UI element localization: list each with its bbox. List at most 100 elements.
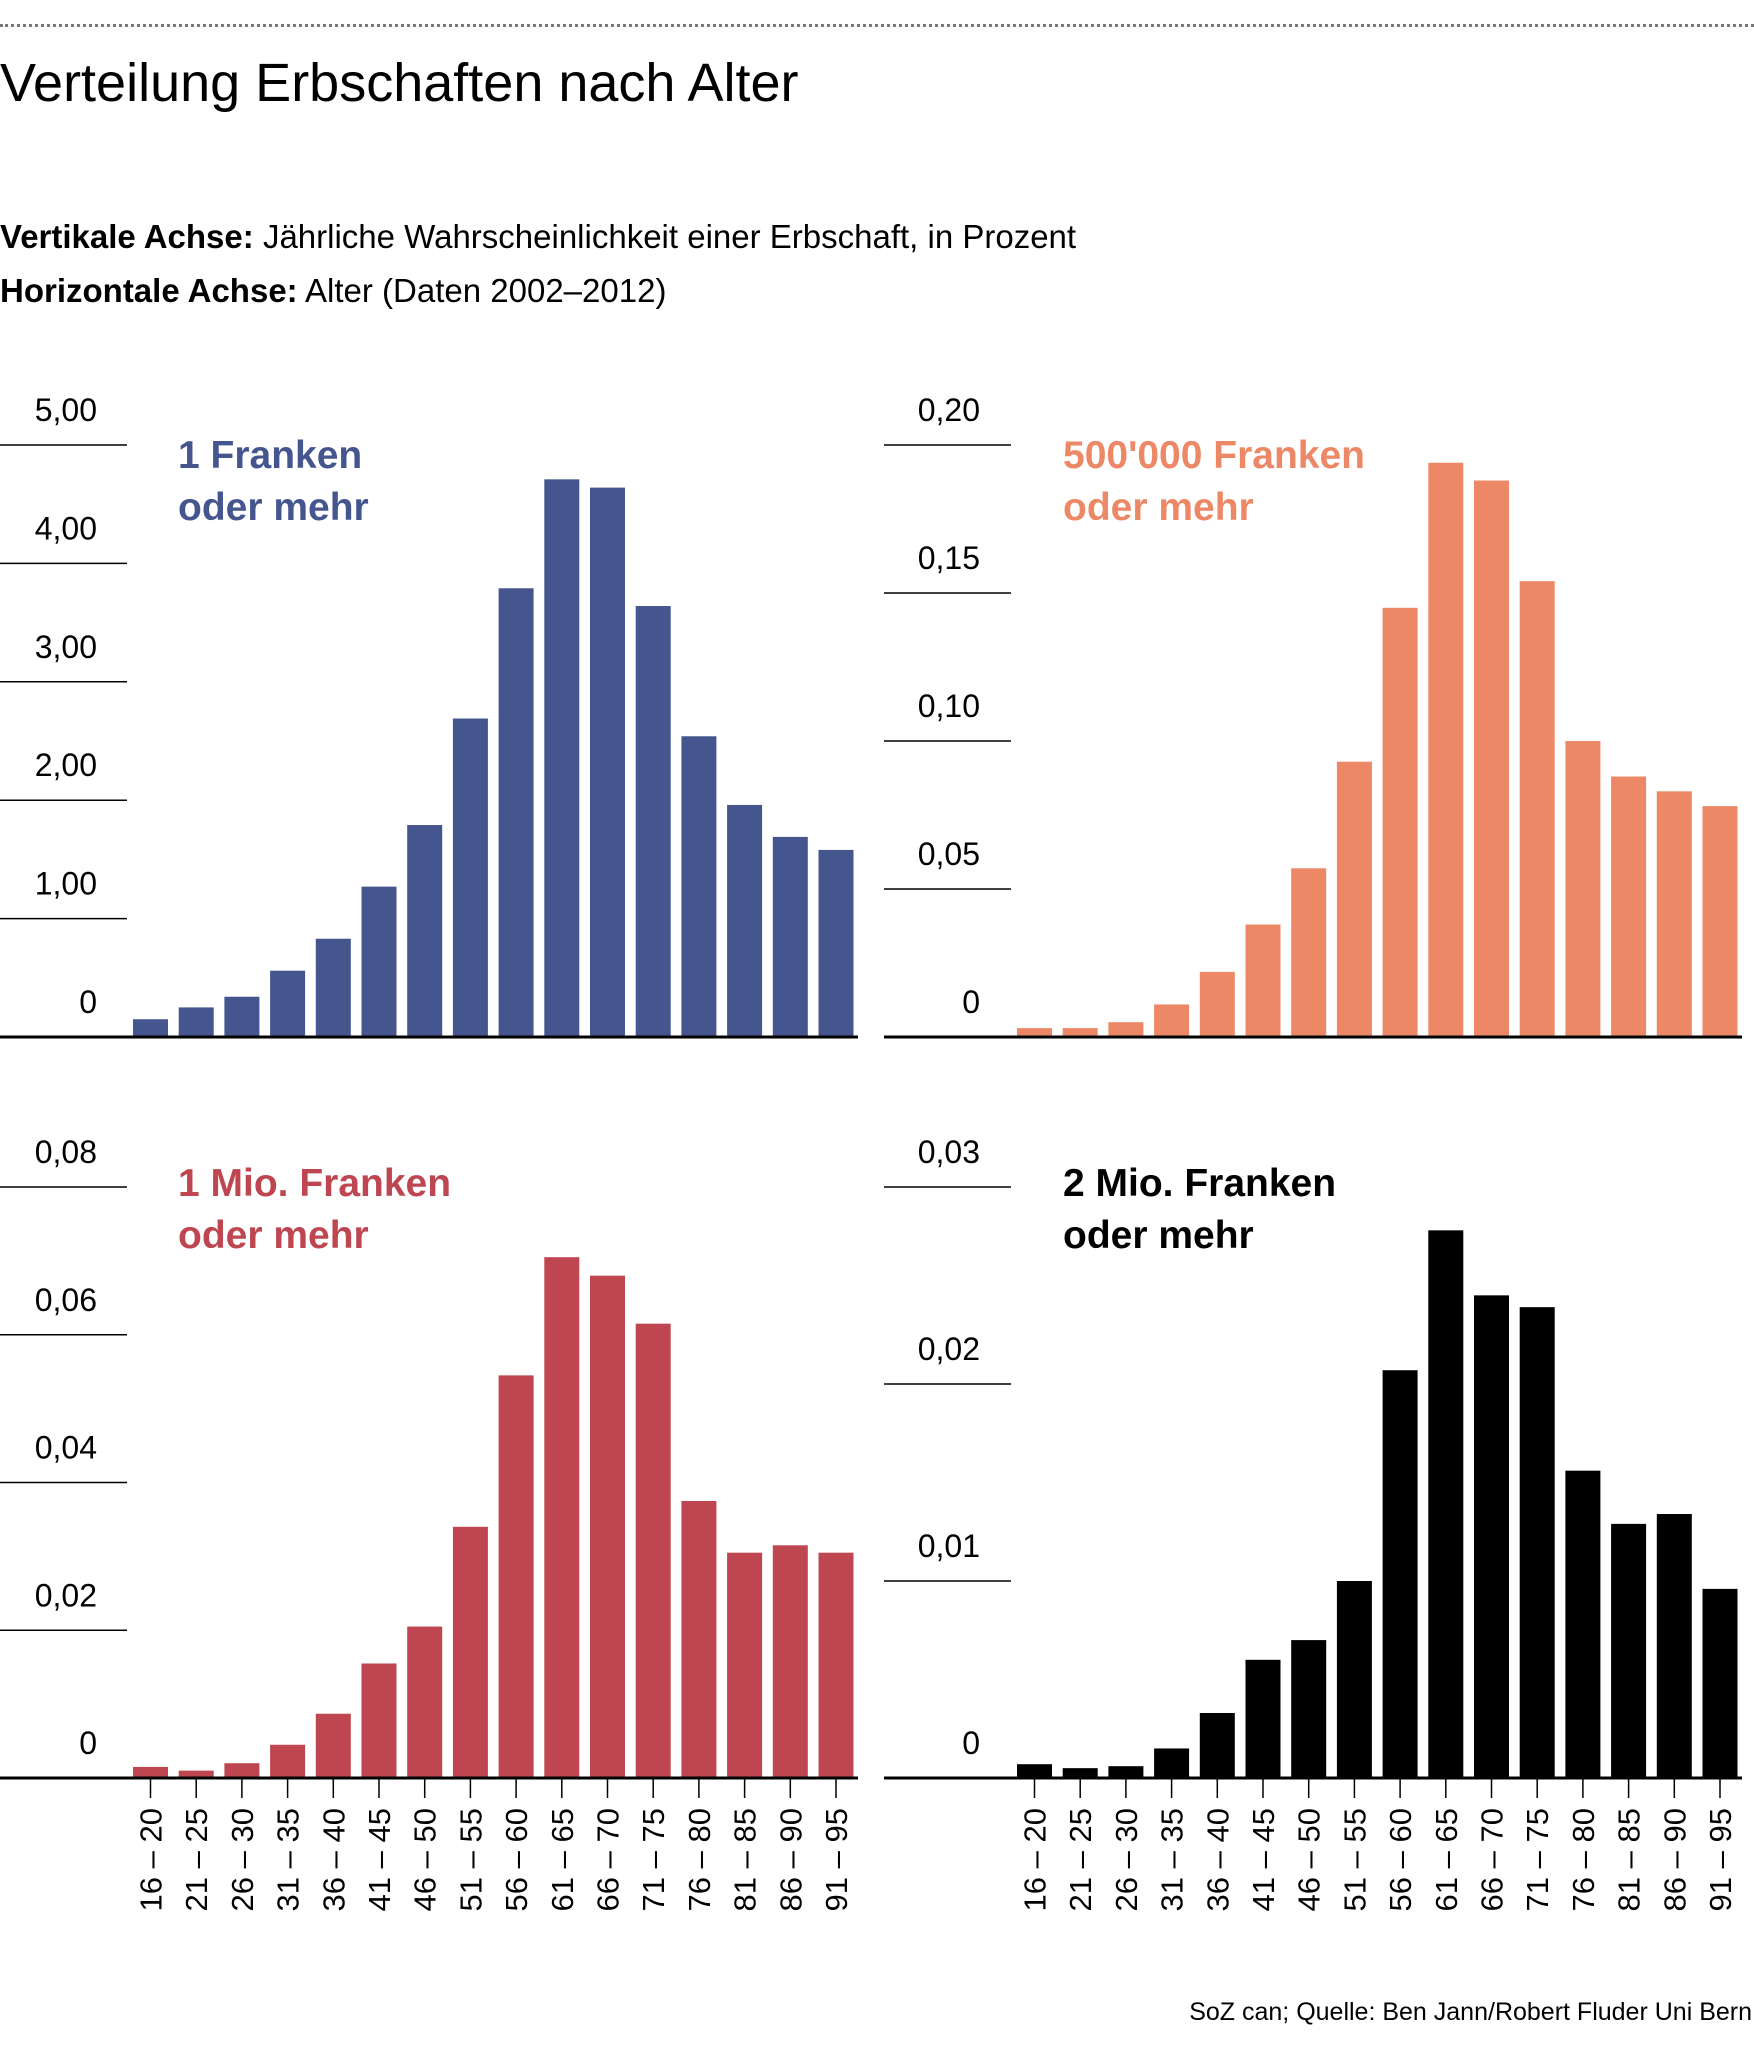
bar-4-3 <box>1108 1766 1144 1778</box>
x-category-label-4-7: 46 – 50 <box>1292 1808 1327 1911</box>
panel-title-2-line-1: 500'000 Franken <box>1063 434 1365 477</box>
y-tick-label-4-0: 0 <box>962 1725 980 1761</box>
bar-1-1 <box>133 1019 168 1037</box>
x-category-label-4-15: 86 – 90 <box>1657 1808 1692 1911</box>
bar-4-13 <box>1565 1470 1601 1778</box>
x-category-label-4-10: 61 – 65 <box>1429 1808 1464 1911</box>
y-tick-label-4-3: 0,03 <box>918 1134 980 1170</box>
bar-1-7 <box>407 825 443 1037</box>
y-tick-label-2-2: 0,10 <box>918 688 980 724</box>
x-category-label-4-3: 26 – 30 <box>1109 1808 1144 1911</box>
x-category-label-4-2: 21 – 25 <box>1063 1808 1098 1911</box>
panel-title-3-line-1: 1 Mio. Franken <box>178 1162 451 1205</box>
bar-4-14 <box>1611 1523 1647 1778</box>
bar-3-3 <box>224 1763 260 1778</box>
bar-1-12 <box>635 606 671 1037</box>
bar-1-6 <box>361 886 397 1037</box>
bar-1-5 <box>315 938 351 1037</box>
bar-1-16 <box>818 849 854 1037</box>
bar-3-16 <box>818 1552 854 1778</box>
bar-3-15 <box>772 1545 808 1778</box>
panel-title-1-line-2: oder mehr <box>178 486 369 529</box>
bar-2-2 <box>1062 1028 1098 1037</box>
bar-3-12 <box>635 1323 671 1778</box>
y-tick-label-2-4: 0,20 <box>918 392 980 428</box>
y-tick-label-1-2: 2,00 <box>35 747 97 783</box>
bar-3-8 <box>452 1526 488 1778</box>
bar-2-4 <box>1154 1004 1190 1037</box>
x-category-label-3-8: 51 – 55 <box>453 1808 488 1911</box>
horizontal-axis-text: Alter (Daten 2002–2012) <box>305 272 667 309</box>
top-dotted-rule <box>0 24 1754 27</box>
bar-4-6 <box>1245 1659 1281 1778</box>
bar-3-11 <box>590 1275 625 1778</box>
y-tick-label-3-3: 0,06 <box>35 1282 97 1318</box>
x-category-label-3-13: 76 – 80 <box>682 1808 717 1911</box>
bar-4-9 <box>1382 1370 1418 1778</box>
vertical-axis-note: Vertikale Achse: Jährliche Wahrscheinlic… <box>0 218 1076 256</box>
x-category-label-4-16: 91 – 95 <box>1703 1808 1738 1911</box>
bar-3-4 <box>270 1744 306 1778</box>
y-tick-label-1-0: 0 <box>79 984 97 1020</box>
bar-4-11 <box>1474 1295 1509 1778</box>
bar-4-7 <box>1291 1640 1327 1778</box>
x-category-label-4-9: 56 – 60 <box>1383 1808 1418 1911</box>
x-category-label-3-16: 91 – 95 <box>819 1808 854 1911</box>
bar-2-13 <box>1565 741 1601 1037</box>
bar-1-11 <box>590 487 625 1037</box>
y-tick-label-2-3: 0,15 <box>918 540 980 576</box>
panel-title-4-line-1: 2 Mio. Franken <box>1063 1162 1336 1205</box>
y-tick-label-1-4: 4,00 <box>35 510 97 546</box>
bar-2-3 <box>1108 1022 1144 1037</box>
x-category-label-3-10: 61 – 65 <box>545 1808 580 1911</box>
x-category-label-4-5: 36 – 40 <box>1200 1808 1235 1911</box>
y-tick-label-4-2: 0,02 <box>918 1331 980 1367</box>
x-category-label-3-3: 26 – 30 <box>225 1808 260 1911</box>
source-credit: SoZ can; Quelle: Ben Jann/Robert Fluder … <box>1189 1998 1752 2026</box>
y-tick-label-4-1: 0,01 <box>918 1528 980 1564</box>
bar-2-9 <box>1382 607 1418 1037</box>
x-category-label-3-4: 31 – 35 <box>271 1808 306 1911</box>
y-tick-label-1-1: 1,00 <box>35 866 97 902</box>
bar-2-15 <box>1656 791 1692 1037</box>
horizontal-axis-label: Horizontale Achse: <box>0 272 298 309</box>
x-category-label-4-12: 71 – 75 <box>1520 1808 1555 1911</box>
y-tick-label-3-4: 0,08 <box>35 1134 97 1170</box>
x-category-label-4-4: 31 – 35 <box>1155 1808 1190 1911</box>
x-category-label-3-14: 81 – 85 <box>728 1808 763 1911</box>
bar-3-1 <box>133 1766 168 1778</box>
x-category-label-4-14: 81 – 85 <box>1612 1808 1647 1911</box>
bar-1-8 <box>452 718 488 1037</box>
bar-3-7 <box>407 1626 443 1778</box>
bar-1-13 <box>681 736 717 1037</box>
x-category-label-4-1: 16 – 20 <box>1018 1808 1053 1911</box>
bar-1-9 <box>498 588 534 1037</box>
x-category-label-3-2: 21 – 25 <box>179 1808 214 1911</box>
bar-3-5 <box>315 1713 351 1778</box>
y-tick-label-2-1: 0,05 <box>918 836 980 872</box>
bar-2-7 <box>1291 868 1327 1037</box>
x-category-label-3-15: 86 – 90 <box>773 1808 808 1911</box>
y-tick-label-3-2: 0,04 <box>35 1430 97 1466</box>
x-category-label-4-6: 41 – 45 <box>1246 1808 1281 1911</box>
bar-4-4 <box>1154 1748 1190 1778</box>
bar-4-2 <box>1062 1768 1098 1778</box>
bar-3-6 <box>361 1663 397 1778</box>
bar-3-13 <box>681 1500 717 1778</box>
x-category-label-3-9: 56 – 60 <box>499 1808 534 1911</box>
x-category-label-3-1: 16 – 20 <box>134 1808 169 1911</box>
x-category-label-3-11: 66 – 70 <box>591 1808 626 1911</box>
bar-2-10 <box>1428 462 1464 1037</box>
x-category-label-3-12: 71 – 75 <box>636 1808 671 1911</box>
bar-1-2 <box>178 1007 214 1037</box>
horizontal-axis-note: Horizontale Achse: Alter (Daten 2002–201… <box>0 272 666 310</box>
bar-2-14 <box>1611 776 1647 1037</box>
bar-2-12 <box>1519 581 1555 1037</box>
panel-title-2-line-2: oder mehr <box>1063 486 1254 529</box>
vertical-axis-text: Jährliche Wahrscheinlichkeit einer Erbsc… <box>262 218 1077 255</box>
bar-4-1 <box>1017 1764 1052 1778</box>
bar-1-10 <box>544 479 580 1037</box>
bar-4-12 <box>1519 1307 1555 1778</box>
bar-3-10 <box>544 1257 580 1778</box>
